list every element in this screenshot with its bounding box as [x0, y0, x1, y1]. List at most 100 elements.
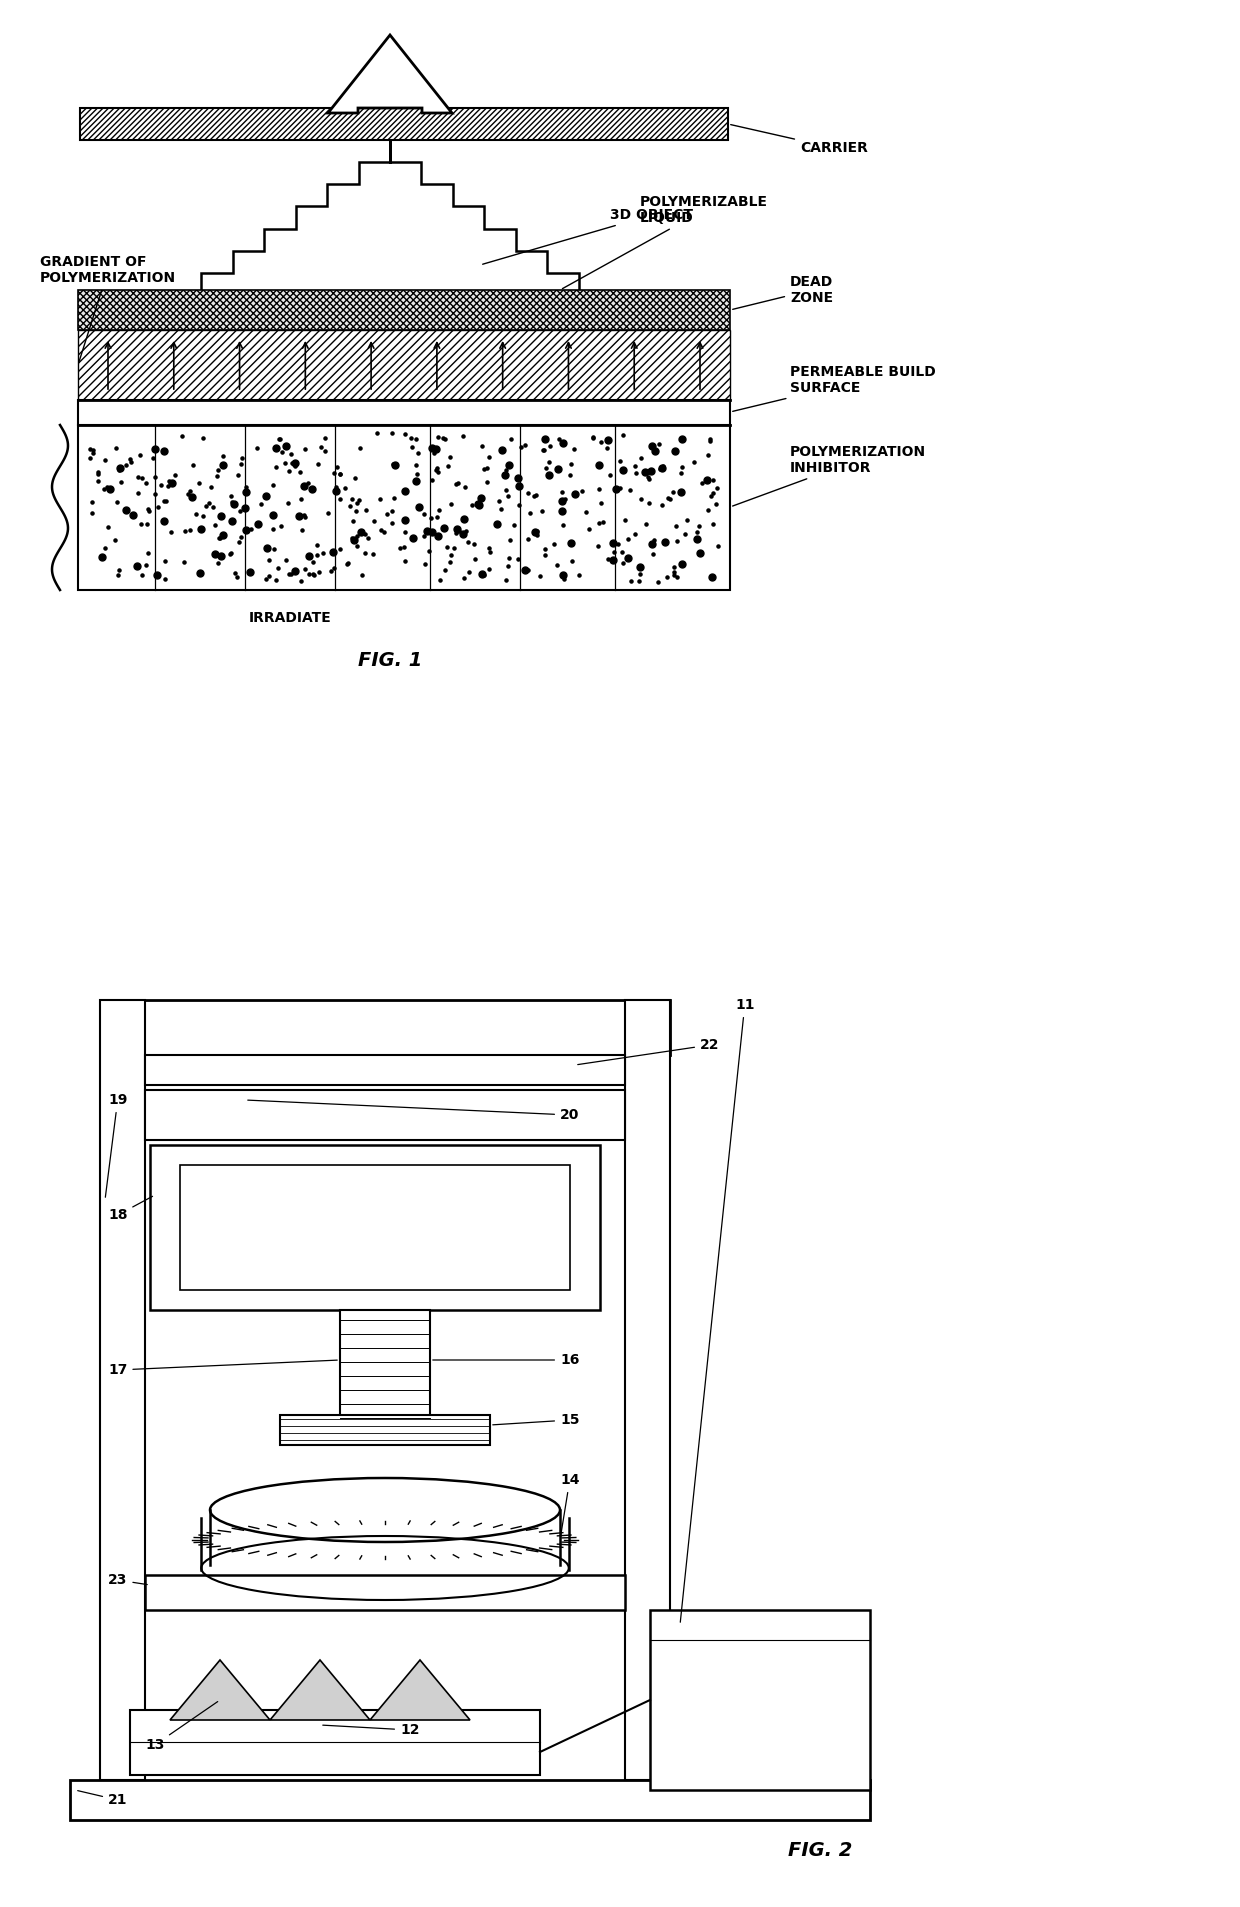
Point: [128, 461, 148, 492]
Point: [348, 484, 368, 515]
Point: [377, 500, 397, 530]
Point: [532, 496, 552, 526]
Point: [138, 509, 157, 540]
Text: 3D OBJECT: 3D OBJECT: [482, 208, 693, 265]
Point: [500, 542, 520, 572]
Point: [109, 555, 129, 585]
Text: 18: 18: [108, 1196, 153, 1222]
Bar: [78, 400, 730, 425]
Point: [455, 515, 475, 545]
Point: [613, 547, 632, 578]
Point: [210, 523, 229, 553]
Bar: [130, 1711, 539, 1775]
Point: [492, 435, 512, 465]
Point: [79, 442, 99, 473]
Point: [109, 454, 129, 484]
Point: [166, 460, 186, 490]
Point: [637, 461, 657, 492]
Point: [264, 534, 284, 564]
Text: 21: 21: [78, 1791, 128, 1808]
Point: [491, 494, 511, 524]
Point: [593, 507, 613, 538]
Point: [498, 551, 518, 582]
Point: [620, 475, 640, 505]
Point: [180, 515, 200, 545]
Point: [299, 559, 319, 589]
Point: [527, 517, 547, 547]
Point: [618, 543, 637, 574]
Point: [606, 473, 626, 503]
Point: [642, 528, 662, 559]
Point: [315, 437, 335, 467]
Point: [283, 448, 303, 479]
Point: [335, 473, 355, 503]
Point: [455, 473, 475, 503]
Point: [330, 460, 350, 490]
Point: [222, 505, 242, 536]
Point: [666, 511, 686, 542]
Point: [549, 423, 569, 454]
Point: [446, 469, 466, 500]
Point: [355, 538, 374, 568]
Point: [671, 477, 691, 507]
Point: [203, 492, 223, 523]
Point: [508, 463, 528, 494]
Point: [97, 471, 117, 502]
Point: [94, 444, 114, 475]
Point: [414, 498, 434, 528]
Point: [126, 551, 146, 582]
Point: [232, 442, 252, 473]
Bar: [145, 1575, 625, 1610]
Point: [422, 502, 441, 532]
Point: [536, 452, 556, 482]
Point: [508, 543, 528, 574]
Point: [703, 465, 723, 496]
Point: [539, 460, 559, 490]
Point: [516, 431, 536, 461]
Point: [139, 538, 159, 568]
Text: 19: 19: [105, 1093, 128, 1198]
Point: [653, 450, 673, 481]
Point: [263, 469, 283, 500]
Text: 16: 16: [433, 1352, 579, 1367]
Point: [579, 515, 599, 545]
Point: [441, 488, 461, 519]
Point: [213, 441, 233, 471]
Point: [435, 423, 455, 454]
Point: [498, 481, 518, 511]
Point: [278, 488, 298, 519]
Point: [453, 421, 472, 452]
Point: [396, 420, 415, 450]
Point: [547, 549, 567, 580]
Point: [667, 563, 687, 593]
Text: POLYMERIZABLE
LIQUID: POLYMERIZABLE LIQUID: [563, 195, 768, 288]
Point: [455, 503, 475, 534]
Point: [95, 532, 115, 563]
Point: [650, 454, 670, 484]
Text: DEAD
ZONE: DEAD ZONE: [733, 275, 833, 309]
Point: [556, 484, 575, 515]
Point: [689, 511, 709, 542]
Point: [269, 423, 289, 454]
Point: [572, 477, 591, 507]
Point: [161, 517, 181, 547]
Point: [508, 490, 528, 521]
Point: [159, 471, 179, 502]
Point: [631, 442, 651, 473]
Bar: [145, 1091, 625, 1140]
Point: [394, 532, 414, 563]
Point: [294, 471, 314, 502]
Point: [367, 418, 387, 448]
Text: GRADIENT OF
POLYMERIZATION: GRADIENT OF POLYMERIZATION: [40, 256, 176, 362]
Point: [311, 433, 331, 463]
Point: [425, 433, 445, 463]
Point: [221, 538, 241, 568]
Point: [272, 437, 291, 467]
Bar: [78, 330, 730, 400]
Point: [241, 515, 260, 545]
Point: [698, 439, 718, 469]
Point: [434, 513, 454, 543]
Point: [222, 481, 242, 511]
Point: [469, 490, 489, 521]
Point: [206, 509, 226, 540]
